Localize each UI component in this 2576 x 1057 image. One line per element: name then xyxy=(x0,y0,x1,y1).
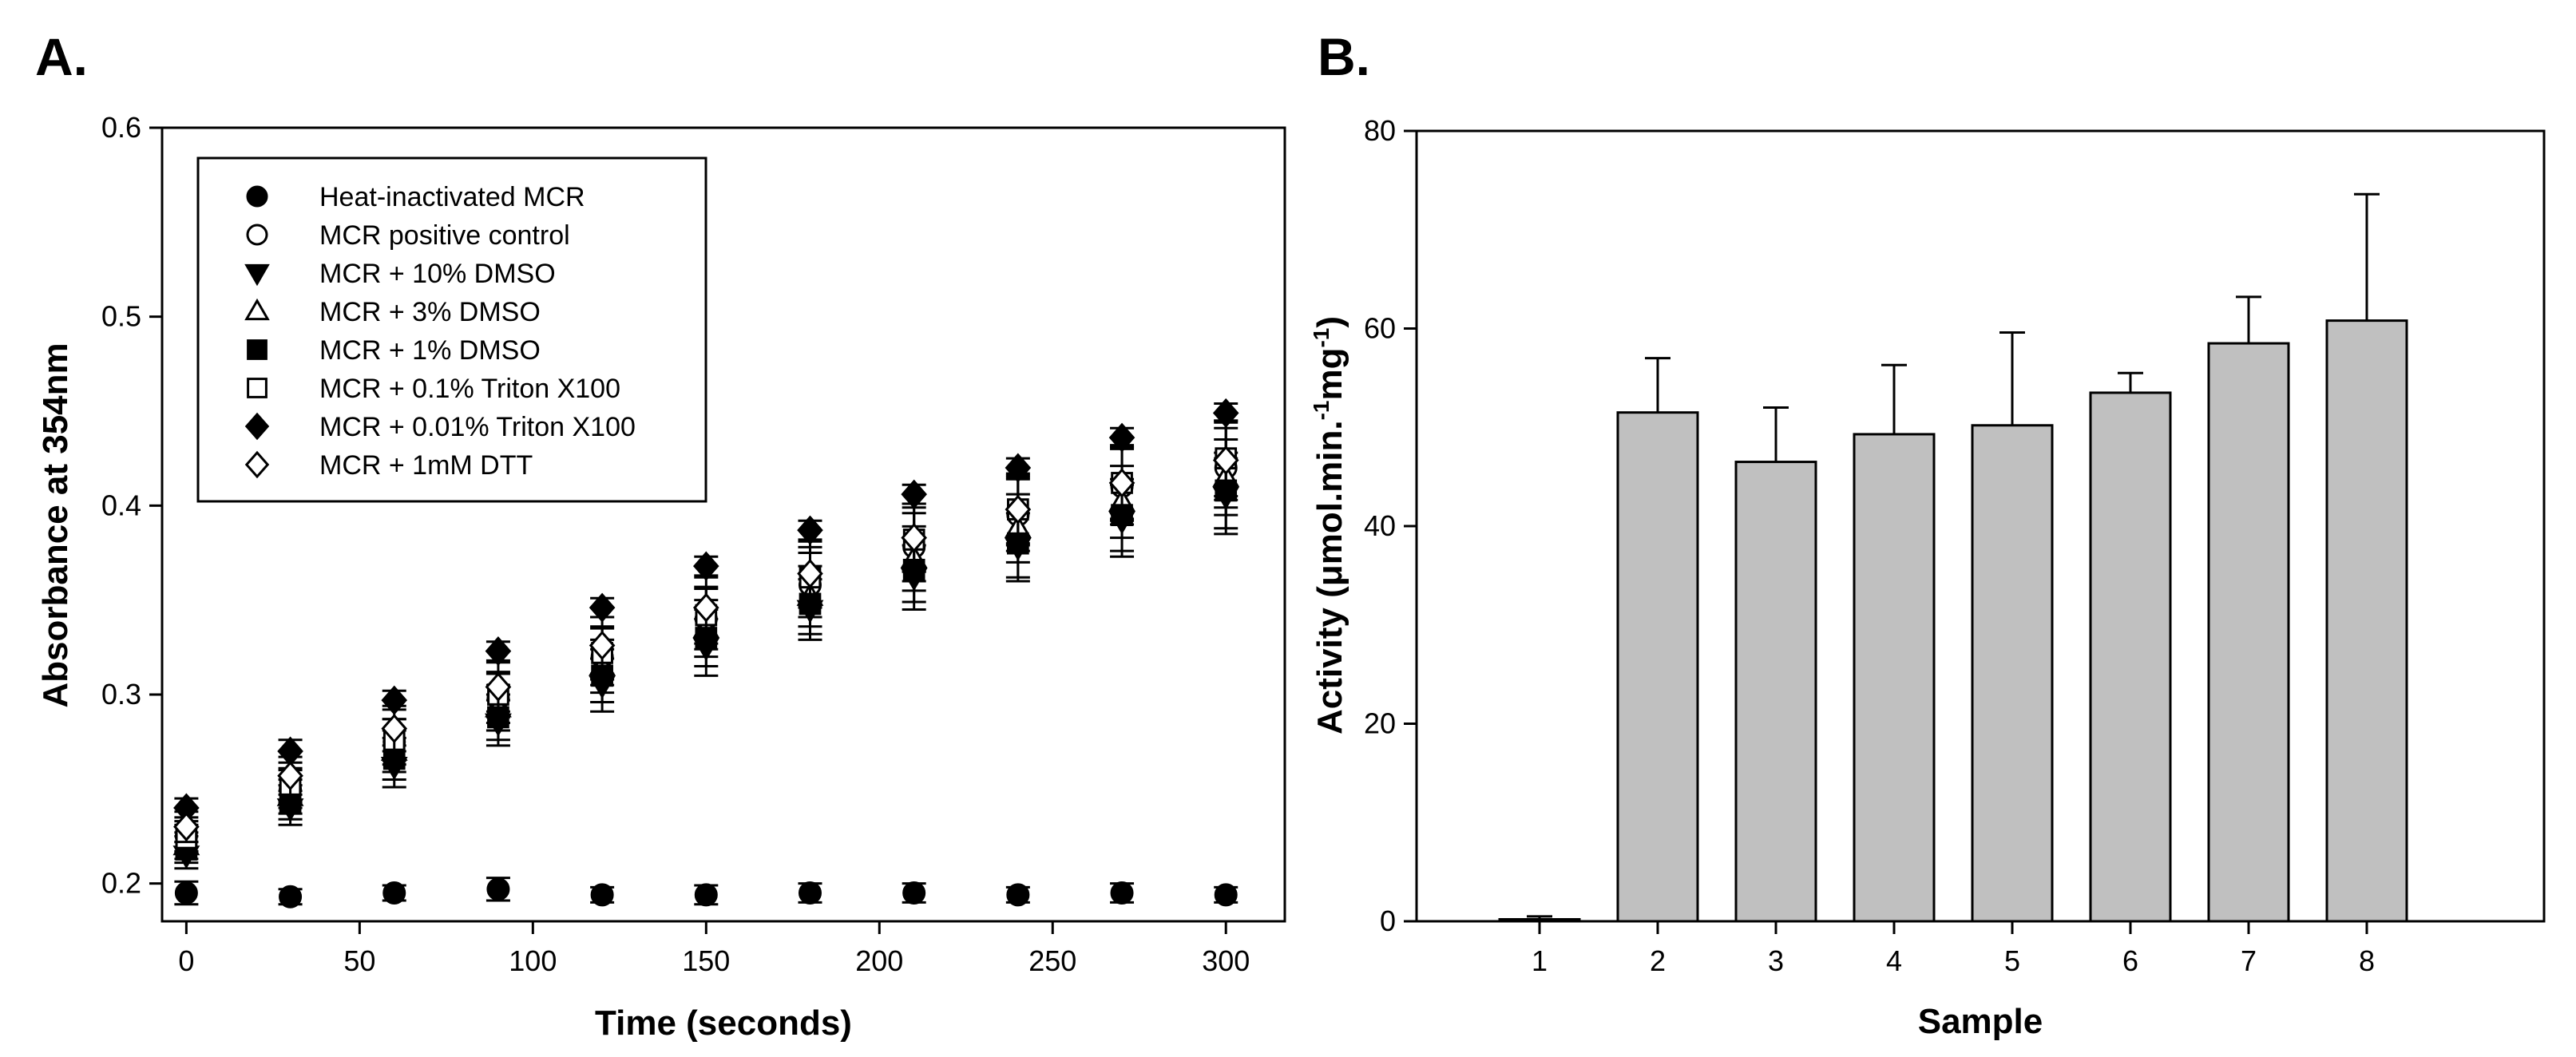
panel-b-x-axis: 1 2 3 4 5 6 7 8 xyxy=(1532,921,2375,977)
data-point xyxy=(901,523,927,553)
data-point xyxy=(485,672,512,703)
legend-label-0-1-triton: MCR + 0.1% Triton X100 xyxy=(319,374,620,404)
panel-a-series xyxy=(172,398,1240,909)
panel-a-x-axis-title: Time (seconds) xyxy=(595,1004,852,1043)
x-tick-label: 0 xyxy=(178,944,194,977)
legend-items xyxy=(244,185,270,479)
series-4 xyxy=(174,451,1238,865)
x-tick-label: 7 xyxy=(2241,944,2257,977)
x-tick-label: 150 xyxy=(682,944,730,977)
legend-label-3-dmso: MCR + 3% DMSO xyxy=(319,297,541,327)
legend-label-heat-inactivated: Heat-inactivated MCR xyxy=(319,182,585,212)
data-point xyxy=(798,881,822,905)
y-tick-label: 0.3 xyxy=(101,678,141,711)
legend-symbol xyxy=(244,298,270,321)
data-point xyxy=(693,592,719,623)
legend-symbol xyxy=(247,378,268,398)
legend-symbol xyxy=(244,450,270,479)
data-point xyxy=(797,559,823,589)
panel-b-y-title-end: ) xyxy=(1310,316,1349,328)
panel-a-y-axis-title: Absorbance at 354nm xyxy=(36,342,75,707)
panel-b-y-title-sup1: -1 xyxy=(1309,401,1334,421)
legend-box xyxy=(196,156,707,503)
data-point xyxy=(173,812,200,842)
panel-b-y-title-sup2: -1 xyxy=(1309,328,1334,348)
x-tick-label: 6 xyxy=(2122,944,2138,977)
panel-b-y-title-main: Activity (μmol.min. xyxy=(1310,420,1349,734)
legend-label-10-dmso: MCR + 10% DMSO xyxy=(319,259,556,289)
data-point xyxy=(1212,445,1239,476)
panel-b-y-axis-title: Activity (μmol.min.-1mg-1) xyxy=(1309,316,1349,734)
data-point xyxy=(486,877,510,901)
y-tick-label: 0.4 xyxy=(101,489,141,521)
data-point xyxy=(902,881,926,905)
series-0 xyxy=(174,877,1238,909)
y-tick-label: 0.6 xyxy=(101,111,141,144)
data-point xyxy=(1005,494,1032,525)
data-point xyxy=(1110,881,1134,905)
legend-label-dtt: MCR + 1mM DTT xyxy=(319,450,533,481)
bar xyxy=(2207,342,2290,923)
x-tick-label: 3 xyxy=(1768,944,1784,977)
panel-b-x-axis-title: Sample xyxy=(1918,1002,2043,1041)
x-tick-label: 5 xyxy=(2004,944,2020,977)
data-point xyxy=(1006,883,1030,907)
legend-symbol xyxy=(247,339,268,360)
panel-a-label: A. xyxy=(35,27,88,86)
panel-a-legend: Heat-inactivated MCR MCR positive contro… xyxy=(196,156,707,503)
y-tick-label: 0.5 xyxy=(101,300,141,333)
panel-a-plot-frame xyxy=(161,126,1286,923)
legend-symbol xyxy=(244,263,270,287)
legend-label-1-dmso: MCR + 1% DMSO xyxy=(319,335,541,366)
panel-b-y-axis: 0 20 40 60 80 xyxy=(1364,114,1417,937)
bar xyxy=(2325,319,2408,923)
panel-b: B. 0 20 40 60 80 1 2 3 4 5 6 7 8 Sample Activity (μ… xyxy=(1309,27,2546,1041)
legend-symbol xyxy=(246,224,268,246)
x-tick-label: 100 xyxy=(509,944,557,977)
x-tick-label: 8 xyxy=(2359,944,2375,977)
y-tick-label: 0.2 xyxy=(101,867,141,900)
bar xyxy=(1616,411,1699,923)
legend-symbol xyxy=(244,412,270,441)
data-point xyxy=(279,885,303,909)
x-tick-label: 50 xyxy=(343,944,375,977)
bar xyxy=(1853,433,1936,923)
bar xyxy=(2089,391,2172,923)
panel-a-x-axis: 0 50 100 150 200 250 300 xyxy=(178,921,1250,977)
data-point xyxy=(694,883,718,907)
panel-b-bars xyxy=(1498,192,2408,923)
data-point xyxy=(1214,883,1238,907)
y-tick-label: 0 xyxy=(1380,905,1396,937)
data-point xyxy=(589,630,616,660)
series-7 xyxy=(173,419,1239,844)
legend-symbol xyxy=(246,185,268,208)
x-tick-label: 200 xyxy=(855,944,903,977)
data-point xyxy=(1108,468,1135,498)
x-tick-label: 2 xyxy=(1650,944,1666,977)
data-point xyxy=(381,714,408,744)
x-tick-label: 4 xyxy=(1886,944,1902,977)
bar xyxy=(1971,424,2054,923)
panel-b-y-title-mid: mg xyxy=(1310,348,1349,401)
data-point xyxy=(174,881,198,905)
panel-a: A. 0.2 0.3 0.4 0.5 0.6 0 50 100 150 200 250 300 Ti… xyxy=(35,27,1286,1043)
y-tick-label: 40 xyxy=(1364,509,1396,542)
bar xyxy=(1498,918,1581,923)
legend-label-0-01-triton: MCR + 0.01% Triton X100 xyxy=(319,412,636,442)
panel-a-y-axis: 0.2 0.3 0.4 0.5 0.6 xyxy=(101,111,162,900)
x-tick-label: 300 xyxy=(1202,944,1250,977)
data-point xyxy=(382,881,406,905)
y-tick-label: 20 xyxy=(1364,707,1396,740)
x-tick-label: 1 xyxy=(1532,944,1548,977)
bar xyxy=(1734,461,1817,923)
legend-label-positive-control: MCR positive control xyxy=(319,220,570,251)
panel-b-label: B. xyxy=(1318,27,1370,86)
data-point xyxy=(590,883,614,907)
y-tick-label: 60 xyxy=(1364,312,1396,345)
y-tick-label: 80 xyxy=(1364,114,1396,147)
data-point xyxy=(277,761,303,791)
x-tick-label: 250 xyxy=(1028,944,1076,977)
